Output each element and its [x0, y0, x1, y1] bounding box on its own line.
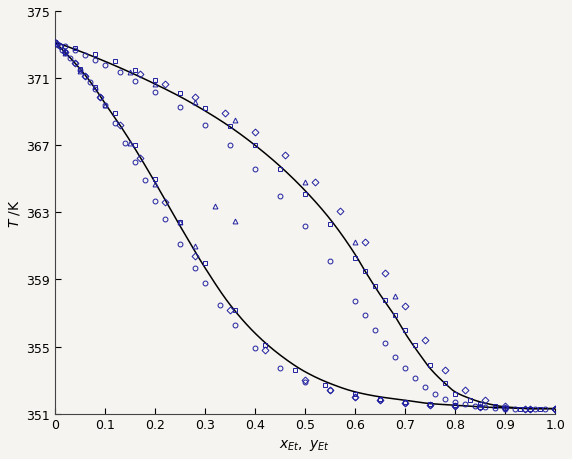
- X-axis label: $x_{Et},\ y_{Et}$: $x_{Et},\ y_{Et}$: [280, 437, 331, 452]
- Y-axis label: $T\ /\mathrm{K}$: $T\ /\mathrm{K}$: [7, 198, 22, 227]
